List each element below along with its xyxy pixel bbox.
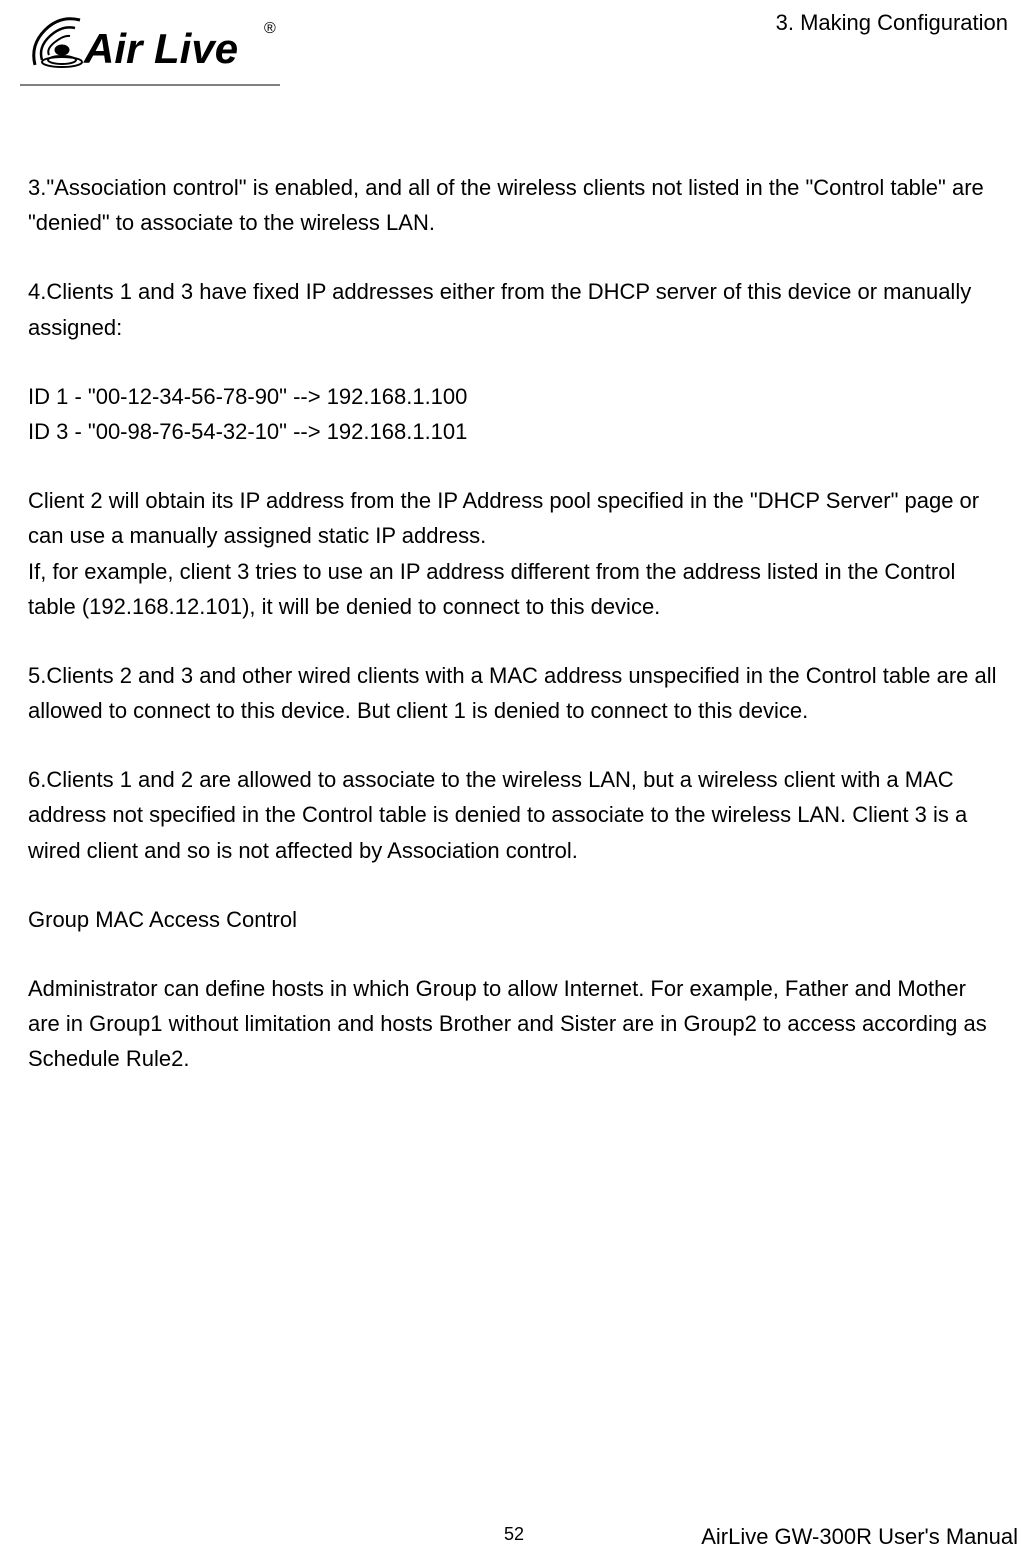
airlive-logo: Air Live ® (20, 0, 280, 105)
paragraph-client2-b: If, for example, client 3 tries to use a… (28, 554, 1000, 589)
section-heading: Group MAC Access Control (28, 902, 1000, 937)
id-mapping-2: ID 3 - "00-98-76-54-32-10" --> 192.168.1… (28, 414, 1000, 449)
manual-title: AirLive GW-300R User's Manual (701, 1524, 1018, 1550)
id-mapping-1: ID 1 - "00-12-34-56-78-90" --> 192.168.1… (28, 379, 1000, 414)
page-content: 3."Association control" is enabled, and … (0, 110, 1028, 1077)
paragraph-3: 3."Association control" is enabled, and … (28, 170, 1000, 240)
logo-svg: Air Live ® (20, 0, 280, 100)
chapter-title: 3. Making Configuration (776, 10, 1008, 36)
svg-text:Air Live: Air Live (83, 25, 238, 72)
page-number: 52 (504, 1524, 524, 1545)
svg-text:®: ® (264, 20, 276, 37)
paragraph-4: 4.Clients 1 and 3 have fixed IP addresse… (28, 274, 1000, 344)
paragraph-client2-a: Client 2 will obtain its IP address from… (28, 483, 1000, 553)
paragraph-group-mac: Administrator can define hosts in which … (28, 971, 1000, 1077)
paragraph-5: 5.Clients 2 and 3 and other wired client… (28, 658, 1000, 728)
paragraph-client2-c: table (192.168.12.101), it will be denie… (28, 589, 1000, 624)
page-header: Air Live ® 3. Making Configuration (0, 0, 1028, 110)
paragraph-6: 6.Clients 1 and 2 are allowed to associa… (28, 762, 1000, 868)
